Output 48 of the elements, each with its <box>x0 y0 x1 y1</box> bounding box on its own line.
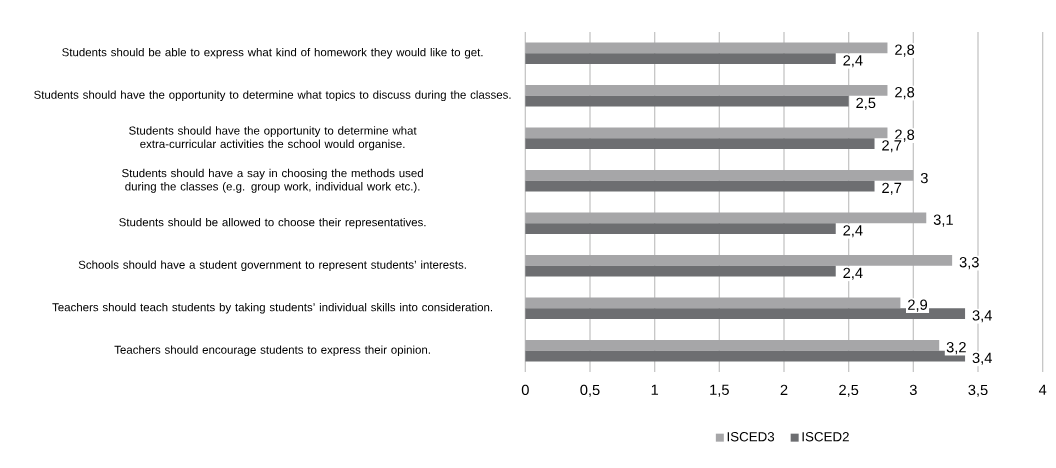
data-label: 3,4 <box>972 310 992 323</box>
bar <box>525 170 914 181</box>
bar <box>525 340 940 351</box>
bar <box>525 180 875 192</box>
data-label: 2,4 <box>843 225 863 238</box>
bar <box>525 212 927 224</box>
bar <box>525 53 836 64</box>
data-label: 2,8 <box>895 44 915 57</box>
data-label: 2,5 <box>856 97 876 110</box>
x-tick-label: 3,5 <box>968 384 988 397</box>
bar <box>525 42 888 54</box>
data-label: 3,3 <box>959 257 979 270</box>
data-label: 3,4 <box>972 352 992 365</box>
x-tick-label: 2,5 <box>839 384 859 397</box>
data-label: 2,8 <box>895 87 915 100</box>
x-tick-label: 3 <box>909 384 917 396</box>
bar <box>525 297 901 309</box>
bar <box>525 265 836 277</box>
legend-label: ISCED2 <box>802 432 849 442</box>
x-tick-label: 1,5 <box>710 384 729 397</box>
y-tick-label: Students should have the opportunity to determine what extra-curricular activities the school would organise. <box>129 126 417 151</box>
y-tick-label: Students should have the opportunity to determine what topics to discuss during the classes. <box>34 90 511 102</box>
bar <box>525 127 888 139</box>
x-tick-label: 1 <box>651 384 659 395</box>
data-label: 2,4 <box>843 55 863 68</box>
data-label: 3 <box>920 172 928 184</box>
x-tick-label: 0 <box>521 384 529 396</box>
y-tick-label: Students should be able to express what kind of homework they would like to get. <box>62 47 483 59</box>
y-tick-label: Schools should have a student government to represent students’ interests. <box>78 260 466 272</box>
data-label: 2,7 <box>882 140 902 153</box>
data-label: 2,9 <box>908 299 928 312</box>
x-tick-label: 2 <box>780 384 788 395</box>
y-tick-label: Teachers should encourage students to express their opinion. <box>114 345 430 357</box>
data-label: 2,4 <box>843 267 863 280</box>
data-label: 2,7 <box>882 182 902 195</box>
data-label: 3,2 <box>946 342 966 355</box>
y-tick-label: Students should be allowed to choose their representatives. <box>119 217 426 229</box>
y-tick-label: Students should have a say in choosing the methods used during the classes (e.g. group work, individual work etc.). <box>122 168 423 193</box>
x-tick-label: 4 <box>1038 384 1047 395</box>
bar <box>525 85 888 96</box>
bar <box>525 95 849 107</box>
data-label: 3,1 <box>933 214 953 227</box>
x-tick-label: 0,5 <box>580 384 600 397</box>
bar <box>525 255 953 266</box>
bar <box>525 223 836 234</box>
bar <box>525 138 875 149</box>
legend-label: ISCED3 <box>727 432 775 442</box>
y-tick-label: Teachers should teach students by taking students’ individual skills into consideration. <box>52 302 493 314</box>
